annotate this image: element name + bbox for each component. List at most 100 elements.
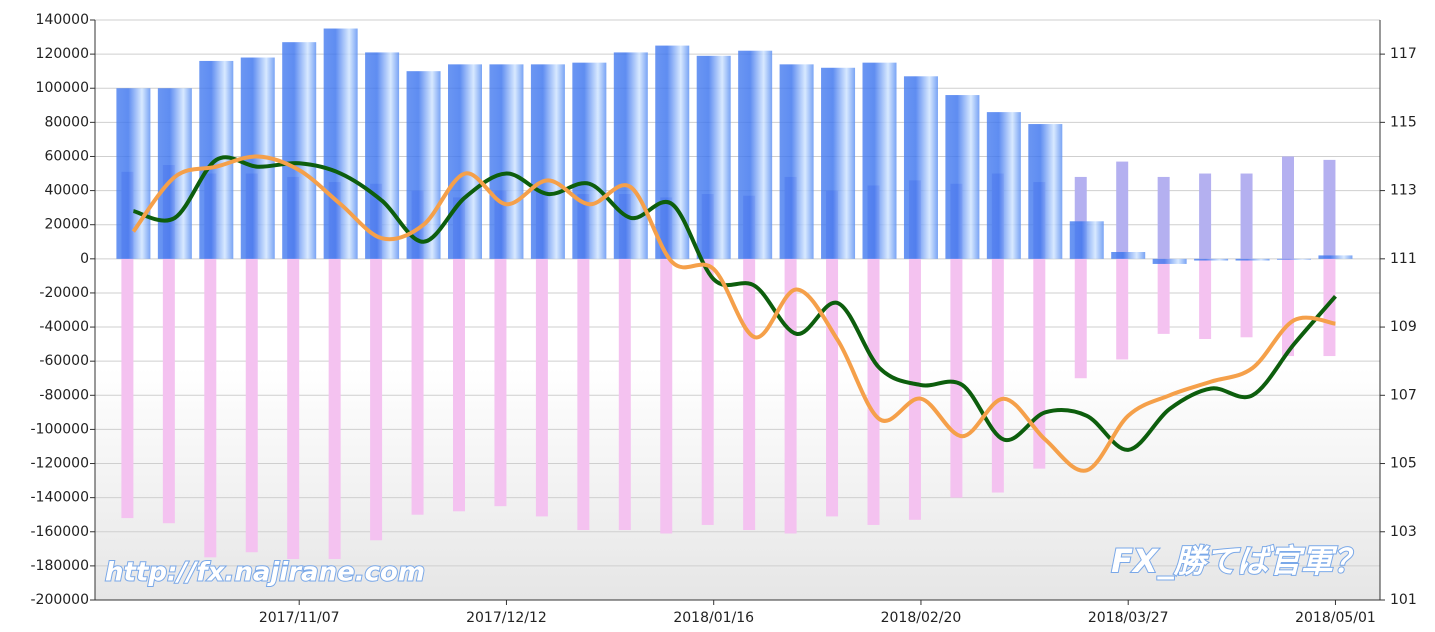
y-tick-label: 0 <box>80 251 89 267</box>
x-tick-label: 2018/01/16 <box>673 610 754 626</box>
y-tick-label: 20000 <box>44 217 89 233</box>
bar <box>116 88 151 259</box>
bar <box>1194 258 1229 261</box>
bar <box>867 258 880 525</box>
line <box>132 155 1337 452</box>
bar <box>370 258 383 541</box>
bar <box>577 258 590 531</box>
bar <box>826 258 839 517</box>
x-tick-label: 2017/11/07 <box>259 610 340 626</box>
bar <box>1116 258 1129 360</box>
bar <box>1323 159 1336 259</box>
bar <box>411 258 424 515</box>
bar <box>1318 255 1353 259</box>
bar <box>489 64 524 259</box>
x-tick-label: 2018/05/01 <box>1295 610 1376 626</box>
y-tick-label: -140000 <box>31 490 90 506</box>
bar <box>448 64 482 259</box>
bar <box>287 258 300 560</box>
bar <box>1028 124 1063 259</box>
bar <box>1199 173 1212 259</box>
bar <box>950 258 963 498</box>
y-tick-label: 80000 <box>44 114 89 130</box>
bar <box>655 45 690 259</box>
y-tick-label: -60000 <box>39 353 89 369</box>
y-tick-label: -80000 <box>39 387 89 403</box>
bar <box>701 258 714 525</box>
bar <box>121 258 134 519</box>
y2-tick-label: 113 <box>1390 183 1417 199</box>
bar <box>613 52 648 259</box>
bar <box>660 258 673 534</box>
bar <box>908 258 921 520</box>
y-tick-label: -200000 <box>31 592 90 608</box>
y2-tick-label: 103 <box>1390 524 1417 540</box>
bar <box>365 52 400 259</box>
bar <box>1240 173 1253 259</box>
y-tick-label: -160000 <box>31 524 90 540</box>
bar <box>696 55 731 259</box>
y-tick-label: 100000 <box>36 80 89 96</box>
y-tick-label: -120000 <box>31 456 90 472</box>
y2-tick-label: 117 <box>1390 46 1417 62</box>
y2-tick-label: 115 <box>1390 114 1417 130</box>
bar <box>862 62 897 259</box>
x-tick-label: 2018/02/20 <box>881 610 962 626</box>
bar <box>162 258 175 524</box>
bar <box>1116 161 1129 259</box>
bar <box>572 62 607 259</box>
bar <box>1235 258 1270 261</box>
y2-tick-label: 101 <box>1390 592 1417 608</box>
bar <box>738 50 773 259</box>
bar <box>1240 258 1253 338</box>
bar <box>1282 156 1294 259</box>
bar <box>986 112 1021 259</box>
y2-tick-label: 107 <box>1390 387 1417 403</box>
bar <box>1074 258 1087 379</box>
bar <box>743 258 756 531</box>
bar <box>328 258 341 560</box>
bar <box>618 258 631 531</box>
bar <box>779 64 814 259</box>
y-tick-label: 140000 <box>36 12 89 28</box>
x-tick-label: 2018/03/27 <box>1088 610 1169 626</box>
y2-tick-label: 109 <box>1390 319 1417 335</box>
bar <box>903 76 938 259</box>
bar <box>204 258 217 558</box>
bar <box>991 258 1004 493</box>
line <box>131 154 1336 473</box>
watermark: http://fx.najirane.com <box>105 558 425 588</box>
bar <box>1277 258 1311 260</box>
bar <box>1157 176 1170 259</box>
y-tick-label: 40000 <box>44 183 89 199</box>
bar <box>945 95 980 259</box>
bar <box>245 258 258 553</box>
y-tick-label: -20000 <box>39 285 89 301</box>
bar <box>282 42 317 259</box>
bar <box>1069 221 1104 259</box>
bar <box>323 28 358 259</box>
bar <box>1157 258 1170 334</box>
y2-tick-label: 111 <box>1390 251 1417 267</box>
bar <box>453 258 465 512</box>
bar <box>406 71 441 259</box>
y-tick-label: 60000 <box>44 148 89 164</box>
bar <box>494 258 507 507</box>
bar <box>1323 258 1336 357</box>
bar <box>157 88 192 259</box>
bar <box>1282 258 1294 357</box>
y-tick-label: -180000 <box>31 558 90 574</box>
bar <box>821 67 856 259</box>
bar <box>1199 258 1212 339</box>
y-tick-label: 120000 <box>36 46 89 62</box>
bar <box>535 258 548 517</box>
x-tick-label: 2017/12/12 <box>466 610 547 626</box>
watermark: FX_勝てば官軍？ <box>1111 542 1365 580</box>
bar <box>530 64 565 259</box>
y-tick-label: -40000 <box>39 319 89 335</box>
bar <box>1111 252 1146 259</box>
y-tick-label: -100000 <box>31 421 90 437</box>
bar <box>1152 258 1187 264</box>
y2-tick-label: 105 <box>1390 456 1417 472</box>
